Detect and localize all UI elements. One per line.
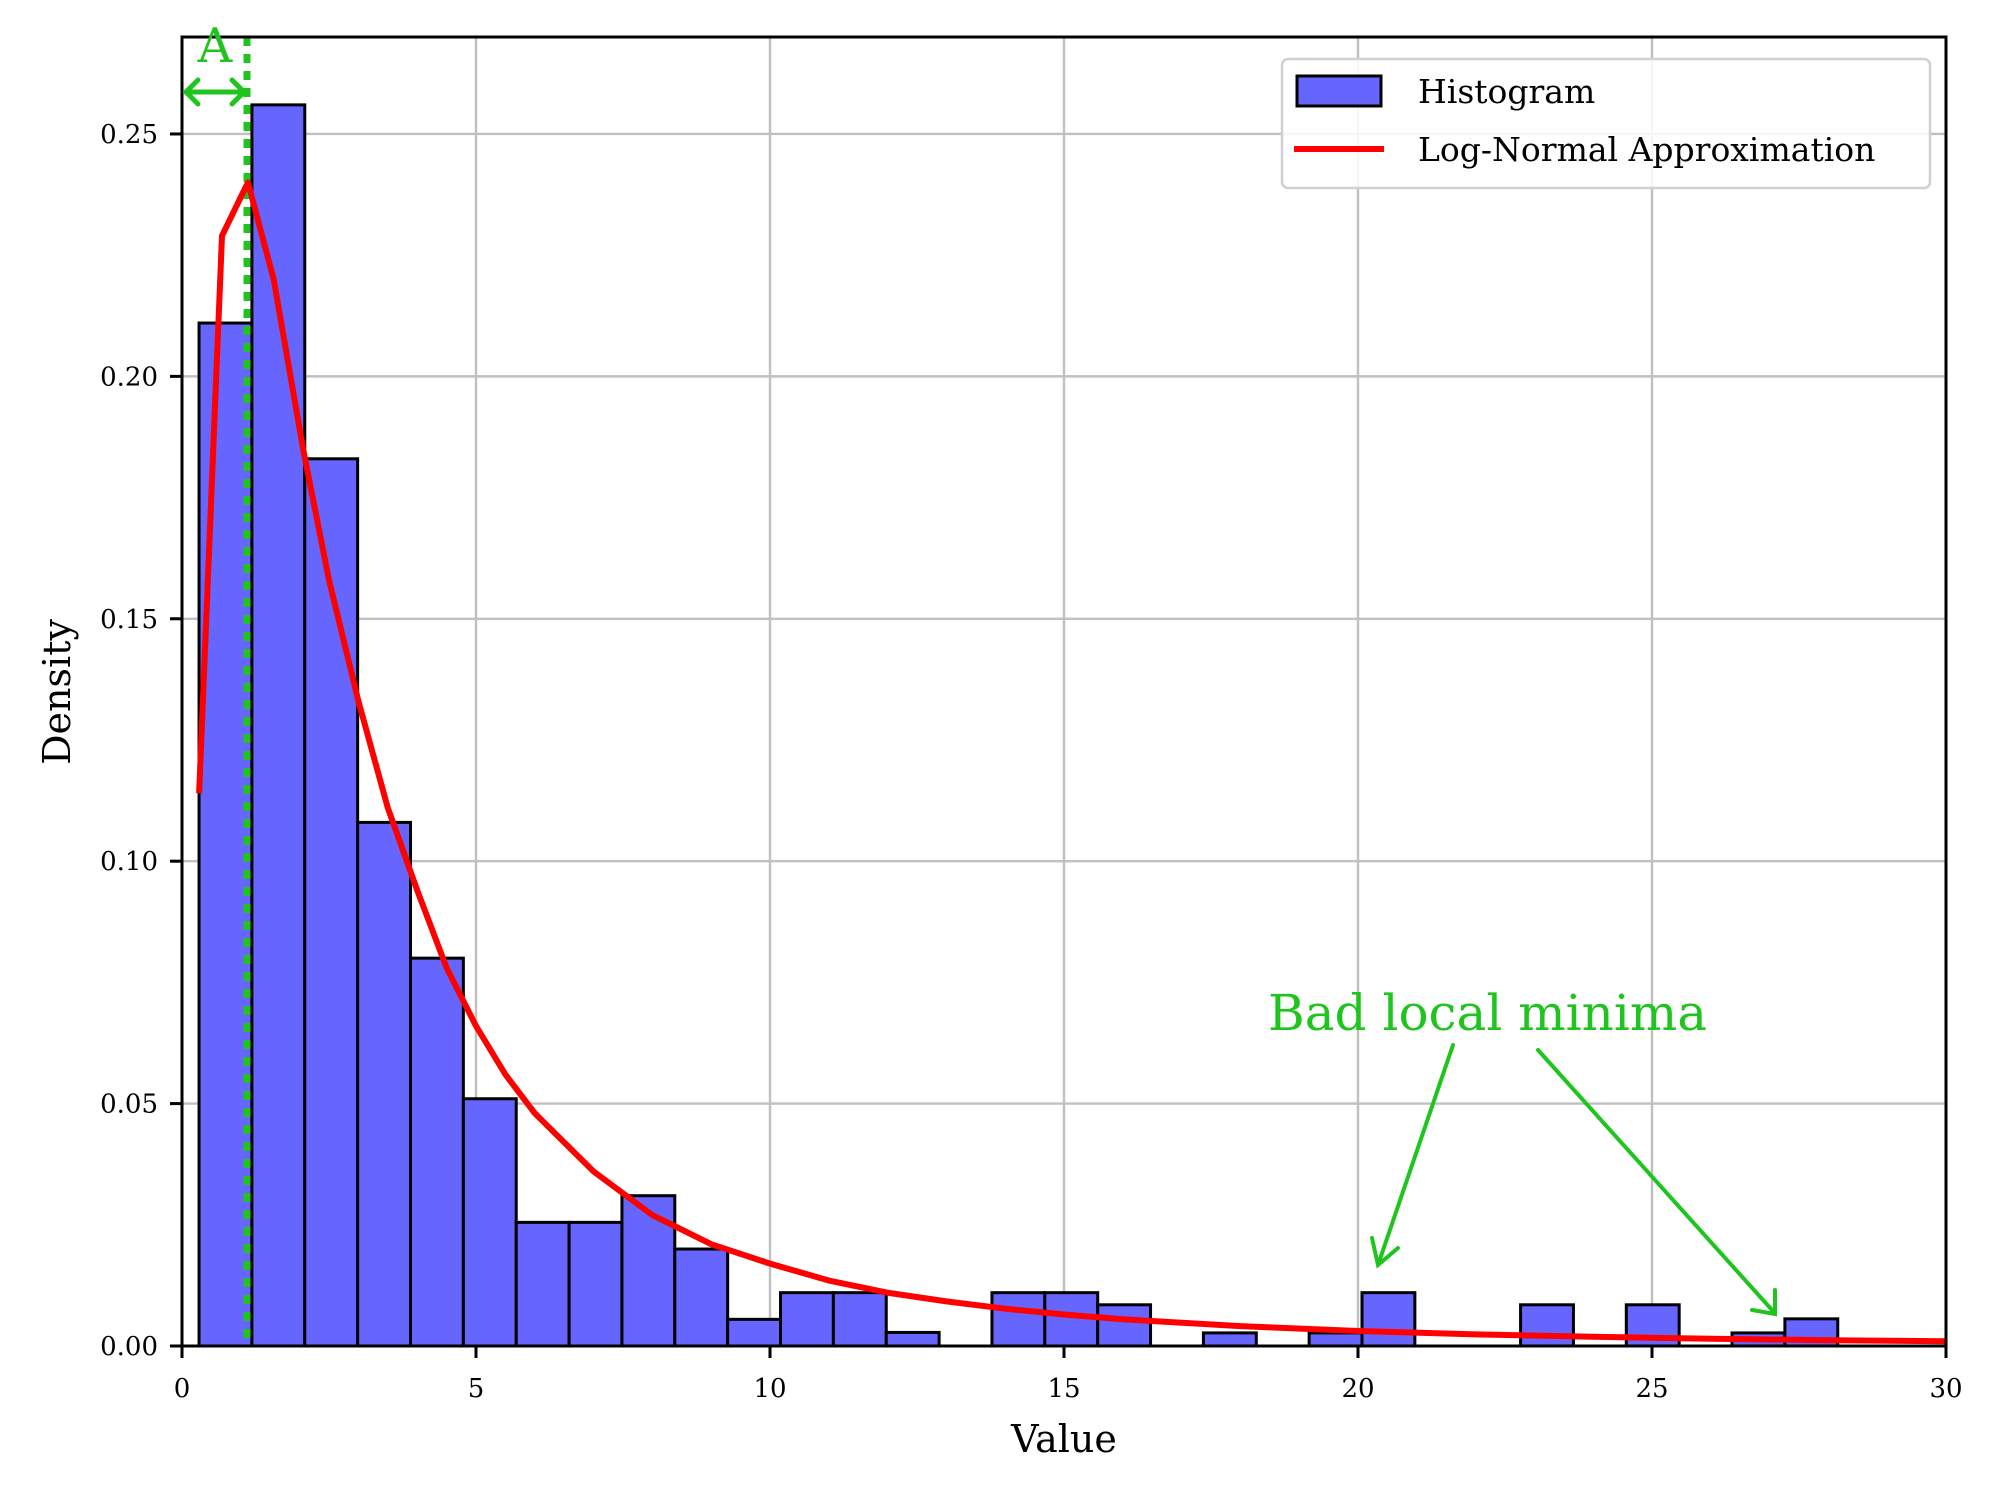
x-tick-label: 25 — [1635, 1374, 1668, 1404]
annotation-a: A — [182, 18, 248, 107]
histogram-bar — [567, 1220, 624, 1348]
histogram-bar — [1519, 1303, 1575, 1348]
annotation-bad-local-minima-label: Bad local minima — [1268, 984, 1707, 1042]
arrow-icon — [1536, 1048, 1777, 1317]
annotation-bad-local-minima: Bad local minima — [1268, 984, 1777, 1317]
histogram-bar — [990, 1291, 1047, 1348]
x-tick-label: 15 — [1047, 1374, 1080, 1404]
histogram-bar — [831, 1291, 888, 1348]
x-tick-label: 10 — [753, 1374, 786, 1404]
histogram-bar — [1360, 1291, 1417, 1348]
y-tick-label: 0.20 — [100, 362, 158, 392]
legend-box — [1280, 57, 1932, 190]
y-axis-label: Density — [35, 619, 79, 765]
x-tick-label: 5 — [468, 1374, 485, 1404]
arrow-icon — [1370, 1043, 1455, 1269]
annotation-a-label: A — [197, 18, 234, 74]
histogram-bar — [461, 1097, 518, 1348]
histogram-bar — [303, 457, 360, 1348]
histogram-bar — [1201, 1331, 1258, 1348]
legend-label-lognormal: Log-Normal Approximation — [1418, 130, 1875, 169]
y-tick-label: 0.05 — [100, 1090, 158, 1120]
histogram-bar — [779, 1291, 835, 1348]
histogram-bar — [673, 1247, 730, 1348]
x-tick-label: 20 — [1341, 1374, 1374, 1404]
y-tick-label: 0.15 — [100, 605, 158, 635]
y-tick-label: 0.10 — [100, 847, 158, 877]
y-tick-label: 0.25 — [100, 120, 158, 150]
y-axis-ticks: 0.00 0.05 0.10 0.15 0.20 0.25 — [100, 120, 182, 1362]
histogram-bar — [726, 1317, 783, 1348]
legend-label-histogram: Histogram — [1418, 72, 1595, 111]
histogram-bar — [1096, 1303, 1153, 1348]
lognormal-curve — [196, 179, 1947, 1345]
histogram-bars — [197, 103, 1840, 1348]
x-axis-label: Value — [1010, 1417, 1117, 1461]
histogram-bar — [197, 321, 254, 1348]
histogram-bar — [408, 956, 465, 1348]
x-axis-ticks: 0 5 10 15 20 25 30 — [174, 1346, 1963, 1404]
y-tick-label: 0.00 — [100, 1332, 158, 1362]
histogram-bar — [620, 1194, 677, 1348]
double-arrow-icon — [182, 77, 248, 107]
histogram-bar — [514, 1220, 571, 1348]
legend-patch-histogram — [1295, 74, 1383, 108]
x-tick-label: 30 — [1929, 1374, 1962, 1404]
histogram-bar — [1307, 1331, 1364, 1348]
legend: Histogram Log-Normal Approximation — [1280, 57, 1932, 190]
histogram-bar — [884, 1330, 941, 1348]
x-tick-label: 0 — [174, 1374, 191, 1404]
histogram-bar — [356, 820, 412, 1348]
